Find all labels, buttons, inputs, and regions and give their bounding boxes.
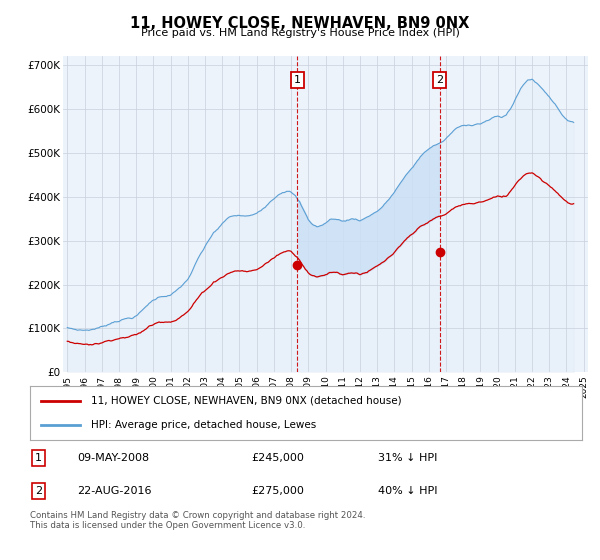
Text: 2: 2 <box>35 486 42 496</box>
Text: 09-MAY-2008: 09-MAY-2008 <box>77 453 149 463</box>
Text: £275,000: £275,000 <box>251 486 304 496</box>
Text: HPI: Average price, detached house, Lewes: HPI: Average price, detached house, Lewe… <box>91 420 316 430</box>
Text: 40% ↓ HPI: 40% ↓ HPI <box>378 486 437 496</box>
Text: 22-AUG-2016: 22-AUG-2016 <box>77 486 151 496</box>
Text: 31% ↓ HPI: 31% ↓ HPI <box>378 453 437 463</box>
Text: 2: 2 <box>436 74 443 85</box>
Text: 11, HOWEY CLOSE, NEWHAVEN, BN9 0NX: 11, HOWEY CLOSE, NEWHAVEN, BN9 0NX <box>130 16 470 31</box>
Text: Contains HM Land Registry data © Crown copyright and database right 2024.
This d: Contains HM Land Registry data © Crown c… <box>30 511 365 530</box>
Text: 11, HOWEY CLOSE, NEWHAVEN, BN9 0NX (detached house): 11, HOWEY CLOSE, NEWHAVEN, BN9 0NX (deta… <box>91 396 401 406</box>
Text: 1: 1 <box>294 74 301 85</box>
Text: Price paid vs. HM Land Registry's House Price Index (HPI): Price paid vs. HM Land Registry's House … <box>140 28 460 38</box>
Text: £245,000: £245,000 <box>251 453 304 463</box>
Text: 1: 1 <box>35 453 42 463</box>
